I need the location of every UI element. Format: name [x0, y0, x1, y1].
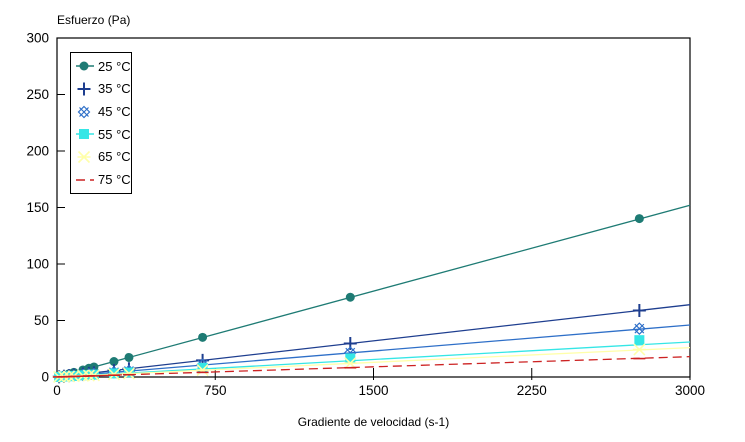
series-25c — [54, 204, 691, 381]
plot-frame — [56, 37, 691, 378]
legend-label: 65 °C — [98, 149, 131, 165]
legend: 25 °C 35 °C 45 °C 55 °C 65 °C 75 °C — [70, 52, 132, 194]
y-tick-label: 50 — [34, 313, 49, 328]
fit-line — [56, 356, 691, 378]
legend-label: 55 °C — [98, 126, 131, 142]
legend-label: 35 °C — [98, 81, 131, 97]
fit-line — [56, 346, 691, 378]
y-tick-label: 100 — [26, 257, 49, 272]
legend-label: 25 °C — [98, 58, 131, 74]
fit-line — [56, 204, 691, 378]
x-tick-label: 1500 — [358, 383, 388, 398]
legend-item-25c: 25 °C — [75, 56, 131, 77]
legend-item-65c: 65 °C — [75, 146, 131, 167]
legend-item-75c: 75 °C — [75, 169, 131, 190]
square-icon — [76, 129, 94, 140]
fit-line — [56, 341, 691, 378]
star-diamond-icon — [77, 105, 91, 118]
fit-line — [56, 304, 691, 378]
series-55c — [54, 335, 691, 382]
fit-line — [56, 324, 691, 378]
series-75c — [53, 356, 691, 378]
x-tick-label: 750 — [204, 383, 227, 398]
legend-label: 45 °C — [98, 104, 131, 120]
dash-icon — [76, 178, 94, 181]
plus-icon — [77, 82, 91, 96]
y-tick-label: 150 — [26, 200, 49, 215]
y-tick-label: 0 — [41, 370, 49, 385]
y-tick-label: 250 — [26, 87, 49, 102]
asterisk-icon — [77, 150, 91, 164]
y-axis-title: Esfuerzo (Pa) — [57, 13, 131, 27]
y-tick-label: 300 — [26, 31, 49, 46]
legend-item-45c: 45 °C — [75, 101, 131, 122]
legend-label: 75 °C — [98, 172, 131, 188]
x-tick-label: 3000 — [675, 383, 705, 398]
y-tick-label: 200 — [26, 144, 49, 159]
legend-item-35c: 35 °C — [75, 78, 131, 99]
legend-item-55c: 55 °C — [75, 124, 131, 145]
x-tick-label: 2250 — [517, 383, 547, 398]
x-axis-title: Gradiente de velocidad (s-1) — [297, 415, 450, 429]
circle-icon — [76, 61, 94, 71]
x-tick-label: 0 — [53, 383, 61, 398]
